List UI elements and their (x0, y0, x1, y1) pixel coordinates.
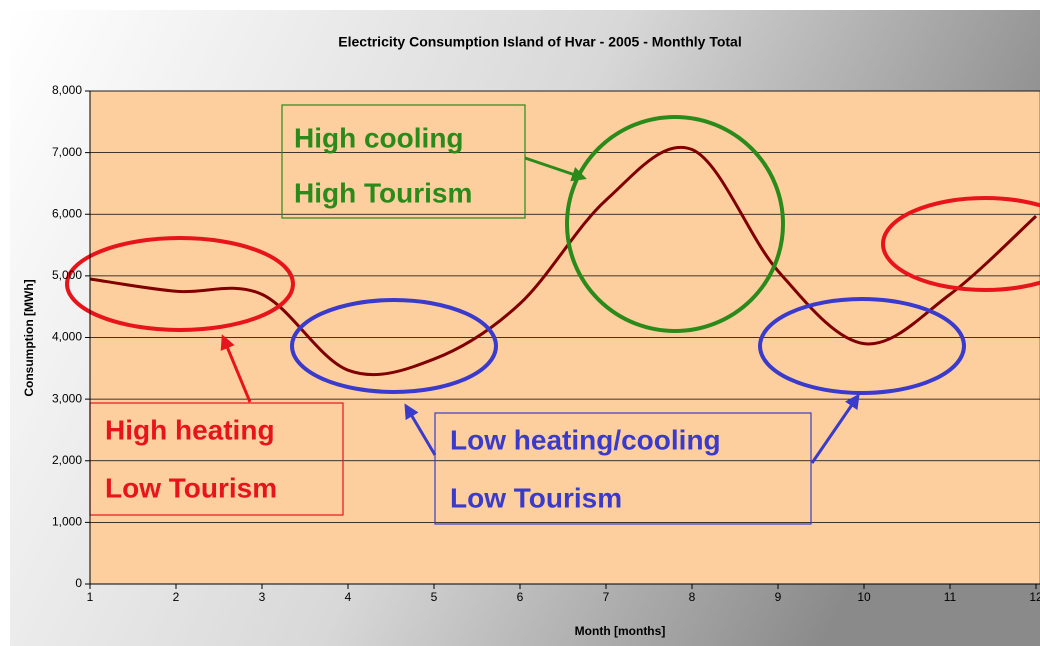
x-tick-label: 7 (603, 590, 610, 604)
annotation: High heating (105, 414, 275, 445)
x-tick-label: 6 (517, 590, 524, 604)
x-tick-label: 1 (87, 590, 94, 604)
ellipse (758, 297, 966, 395)
annotation: Low Tourism (105, 472, 277, 503)
x-tick-label: 9 (775, 590, 782, 604)
annotation-box (281, 104, 526, 219)
x-tick-label: 11 (944, 590, 957, 604)
y-tick-label: 1,000 (52, 515, 82, 529)
y-axis-label: Consumption [MWh] (22, 279, 36, 396)
x-tick-label: 12 (1029, 590, 1040, 604)
y-tick-label: 2,000 (52, 453, 82, 467)
y-tick-label: 8,000 (52, 83, 82, 97)
y-tick-label: 3,000 (52, 391, 82, 405)
ellipse (290, 298, 498, 394)
x-axis-label: Month [months] (575, 624, 666, 638)
annotation: High Tourism (294, 177, 472, 208)
y-tick-label: 7,000 (52, 145, 82, 159)
x-tick-label: 2 (173, 590, 180, 604)
x-tick-label: 4 (345, 590, 352, 604)
y-tick-label: 0 (75, 576, 82, 590)
arrow (404, 403, 437, 456)
ellipse (565, 115, 785, 333)
chart-title: Electricity Consumption Island of Hvar -… (338, 34, 741, 50)
x-tick-label: 8 (689, 590, 696, 604)
x-tick-label: 10 (857, 590, 871, 604)
y-tick-label: 6,000 (52, 206, 82, 220)
arrow (524, 156, 587, 182)
y-tick-label: 4,000 (52, 330, 82, 344)
annotation: Low heating/cooling (450, 424, 721, 455)
annotation-box (434, 412, 812, 525)
ellipse (65, 236, 295, 332)
ellipse (881, 196, 1040, 292)
annotation: Low Tourism (450, 482, 622, 513)
y-tick-label: 5,000 (52, 268, 82, 282)
line (89, 145, 1038, 377)
x-tick-label: 5 (431, 590, 438, 604)
annotation: High cooling (294, 122, 464, 153)
arrow (810, 393, 860, 464)
marks (89, 145, 1038, 377)
arrow (220, 334, 252, 403)
x-tick-label: 3 (259, 590, 266, 604)
